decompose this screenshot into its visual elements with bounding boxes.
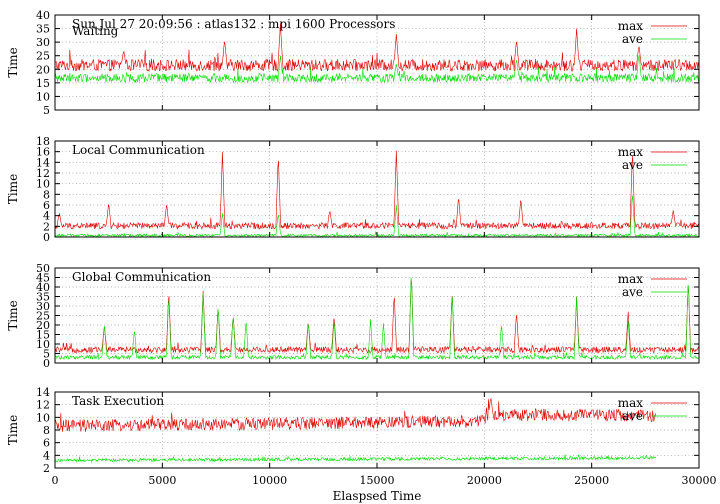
y-tick-label: 0 [43, 357, 50, 370]
y-tick-label: 12 [36, 167, 50, 180]
y-tick-label: 6 [43, 437, 50, 450]
y-tick-label: 0 [43, 231, 50, 244]
x-tick-label: 5000 [148, 474, 176, 487]
panel-title: Sun Jul 27 20:09:56 : atlas132 : mpi 160… [72, 17, 395, 31]
y-tick-label: 10 [36, 90, 50, 103]
y-tick-label: 16 [36, 146, 50, 159]
y-tick-label: 6 [43, 199, 50, 212]
legend-label-max: max [618, 272, 644, 286]
y-tick-label: 45 [36, 272, 50, 285]
y-axis-label: Time [6, 47, 20, 77]
y-axis-label: Time [6, 415, 20, 445]
series-line-max [54, 23, 700, 73]
y-tick-label: 20 [36, 63, 50, 76]
y-tick-label: 40 [36, 281, 50, 294]
y-tick-label: 35 [36, 23, 50, 36]
y-tick-label: 25 [36, 50, 50, 63]
x-tick-label: 20000 [467, 474, 502, 487]
x-tick-label: 25000 [574, 474, 609, 487]
y-tick-label: 20 [36, 319, 50, 332]
legend-label-max: max [618, 145, 644, 159]
y-axis-label: Time [6, 174, 20, 204]
series-line-ave [54, 195, 700, 238]
series-line-ave [54, 55, 700, 84]
x-tick-label: 10000 [252, 474, 287, 487]
series-line-max [54, 278, 700, 354]
legend-label-max: max [618, 396, 644, 410]
legend-label-ave: ave [622, 409, 643, 423]
x-tick-label: 15000 [360, 474, 395, 487]
y-tick-label: 50 [36, 262, 50, 275]
y-tick-label: 15 [36, 77, 50, 90]
y-tick-label: 15 [36, 329, 50, 342]
y-tick-label: 35 [36, 291, 50, 304]
panel-title: Local Communication [72, 143, 205, 157]
y-tick-label: 40 [36, 9, 50, 22]
y-tick-label: 25 [36, 310, 50, 323]
panel-subtitle: Waiting [72, 24, 119, 38]
x-axis-label: Elaspsed Time [333, 489, 422, 503]
y-tick-label: 4 [43, 449, 50, 462]
y-tick-label: 10 [36, 178, 50, 191]
x-tick-label: 0 [52, 474, 59, 487]
y-tick-label: 30 [36, 300, 50, 313]
series-line-max [54, 150, 700, 231]
legend-label-max: max [618, 19, 644, 33]
series-line-max [54, 397, 657, 433]
y-tick-label: 18 [36, 135, 50, 148]
panel-title: Task Execution [72, 394, 164, 408]
legend-label-ave: ave [622, 158, 643, 172]
y-tick-label: 4 [43, 210, 50, 223]
y-tick-label: 2 [43, 462, 50, 475]
y-tick-label: 30 [36, 36, 50, 49]
y-tick-label: 5 [43, 104, 50, 117]
y-tick-label: 2 [43, 220, 50, 233]
y-tick-label: 12 [36, 399, 50, 412]
series-line-ave [54, 277, 700, 361]
y-tick-label: 14 [36, 156, 50, 169]
legend-label-ave: ave [622, 285, 643, 299]
panel-title: Global Communication [72, 270, 211, 284]
y-tick-label: 10 [36, 338, 50, 351]
legend-label-ave: ave [622, 32, 643, 46]
y-tick-label: 8 [43, 424, 50, 437]
series-line-ave [54, 454, 657, 463]
y-tick-label: 10 [36, 411, 50, 424]
x-tick-label: 30000 [682, 474, 717, 487]
y-axis-label: Time [6, 300, 20, 330]
y-tick-label: 8 [43, 188, 50, 201]
y-tick-label: 14 [36, 386, 50, 399]
y-tick-label: 5 [43, 348, 50, 361]
